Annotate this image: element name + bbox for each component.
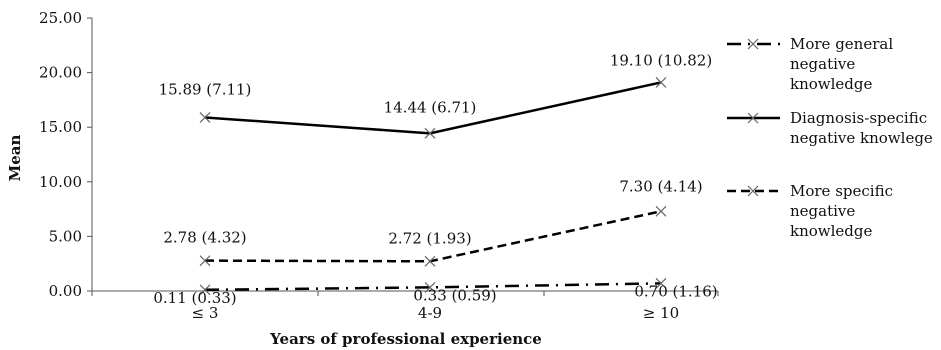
x-axis-title: Years of professional experience bbox=[269, 330, 542, 348]
series-3 bbox=[199, 205, 667, 267]
data-point bbox=[199, 255, 211, 267]
data-point bbox=[424, 127, 436, 139]
legend-label: More general bbox=[790, 35, 893, 53]
series-1 bbox=[199, 277, 667, 296]
legend-item-2: Diagnosis-specific negative knowlege bbox=[727, 109, 933, 147]
legend: More general negative knowledge Diagnosis-s… bbox=[727, 35, 933, 240]
legend-label: negative bbox=[790, 202, 855, 220]
legend-marker bbox=[747, 185, 759, 197]
data-label: 2.72 (1.93) bbox=[388, 229, 471, 247]
legend-label: negative knowlege bbox=[790, 129, 933, 147]
data-label: 14.44 (6.71) bbox=[384, 98, 477, 116]
legend-marker bbox=[747, 38, 759, 50]
x-tick-label: 4-9 bbox=[418, 304, 442, 322]
x-tick-label: ≥ 10 bbox=[643, 304, 679, 322]
data-point bbox=[655, 205, 667, 217]
legend-item-1: More general negative knowledge bbox=[727, 35, 893, 93]
series-2 bbox=[199, 77, 667, 139]
data-point bbox=[424, 255, 436, 267]
legend-label: knowledge bbox=[790, 75, 872, 93]
y-tick-label: 5.00 bbox=[49, 227, 82, 245]
legend-label: More specific bbox=[790, 182, 893, 200]
y-tick-label: 15.00 bbox=[39, 118, 82, 136]
legend-label: negative bbox=[790, 55, 855, 73]
data-point bbox=[424, 281, 436, 293]
data-label: 0.70 (1.16) bbox=[634, 282, 717, 300]
data-point bbox=[655, 277, 667, 289]
legend-marker bbox=[747, 112, 759, 124]
legend-label: knowledge bbox=[790, 222, 872, 240]
data-label: 0.11 (0.33) bbox=[153, 289, 236, 307]
data-label: 7.30 (4.14) bbox=[619, 177, 702, 195]
axes: 0.00 5.00 10.00 15.00 20.00 25.00 ≤ 3 4-9 ≥ 10 bbox=[39, 9, 719, 322]
data-labels: 0.11 (0.33) 0.33 (0.59) 0.70 (1.16) 15.89 (… bbox=[153, 51, 717, 306]
data-label: 15.89 (7.11) bbox=[159, 80, 252, 98]
legend-label: Diagnosis-specific bbox=[790, 109, 927, 127]
data-point bbox=[199, 284, 211, 296]
data-label: 0.33 (0.59) bbox=[413, 286, 496, 304]
y-axis-title: Mean bbox=[6, 135, 24, 182]
x-tick-label: ≤ 3 bbox=[192, 304, 219, 322]
data-point bbox=[655, 77, 667, 88]
y-tick-label: 25.00 bbox=[39, 9, 82, 27]
legend-item-3: More specific negative knowledge bbox=[727, 182, 893, 240]
data-label: 19.10 (10.82) bbox=[610, 51, 712, 69]
y-tick-label: 10.00 bbox=[39, 173, 82, 191]
y-tick-label: 20.00 bbox=[39, 64, 82, 82]
y-tick-label: 0.00 bbox=[49, 282, 82, 300]
data-point bbox=[199, 112, 211, 123]
series-layer bbox=[199, 77, 667, 296]
data-label: 2.78 (4.32) bbox=[163, 229, 246, 247]
